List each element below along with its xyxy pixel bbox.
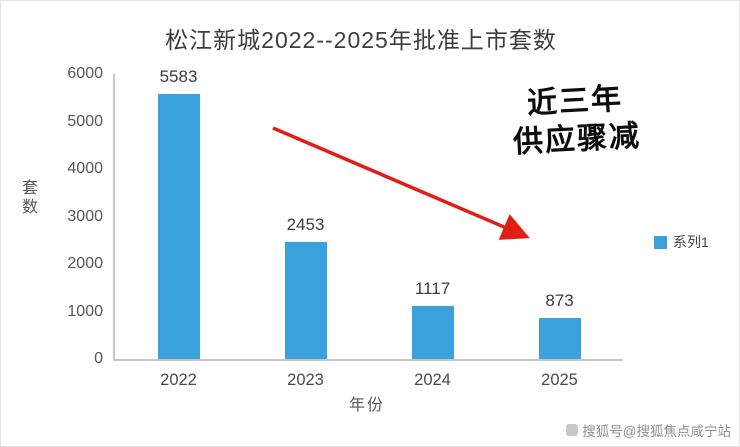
watermark: 搜狐号@搜狐焦点咸宁站	[566, 420, 731, 440]
y-axis-title: 套数	[19, 179, 36, 217]
y-axis-tick-label: 1000	[67, 302, 103, 320]
y-axis-tick-label: 2000	[67, 255, 103, 272]
x-axis-tick-label: 2025	[541, 371, 578, 389]
legend: 系列1	[654, 232, 709, 252]
chart-title: 松江新城2022--2025年批准上市套数	[165, 27, 557, 53]
sohu-logo-icon	[566, 424, 579, 436]
x-axis-tick-label: 2022	[160, 371, 197, 389]
y-axis-tick-label: 6000	[67, 65, 103, 82]
bar-2025	[538, 317, 581, 359]
x-axis-tick-label: 2024	[414, 371, 451, 389]
legend-swatch-icon	[654, 235, 667, 249]
bar-2024	[411, 305, 454, 359]
x-axis-tick-label: 2023	[287, 371, 324, 389]
watermark-text: 搜狐号@搜狐焦点咸宁站	[582, 424, 731, 439]
y-axis: 0 1000 2000 3000 4000 5000 6000	[39, 65, 103, 367]
bar-2022	[157, 93, 200, 359]
bar-value-label: 873	[545, 290, 574, 310]
legend-label: 系列1	[673, 234, 709, 250]
annotation-supply-drop: 近三年 供应骤减	[469, 78, 683, 164]
y-axis-tick-label: 4000	[67, 160, 103, 177]
bar-2023	[284, 242, 327, 359]
y-axis-tick-label: 0	[94, 350, 103, 367]
x-axis-title: 年份	[348, 397, 385, 414]
bar-value-label: 2453	[286, 215, 325, 235]
y-axis-tick-label: 3000	[67, 207, 103, 225]
bar-value-label: 5583	[159, 66, 198, 86]
bar-value-label: 1117	[414, 278, 451, 298]
y-axis-tick-label: 5000	[67, 112, 103, 130]
